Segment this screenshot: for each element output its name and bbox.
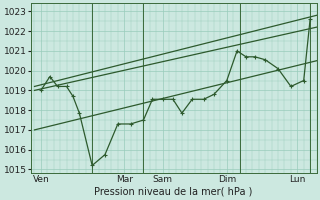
X-axis label: Pression niveau de la mer( hPa ): Pression niveau de la mer( hPa ) (94, 187, 253, 197)
